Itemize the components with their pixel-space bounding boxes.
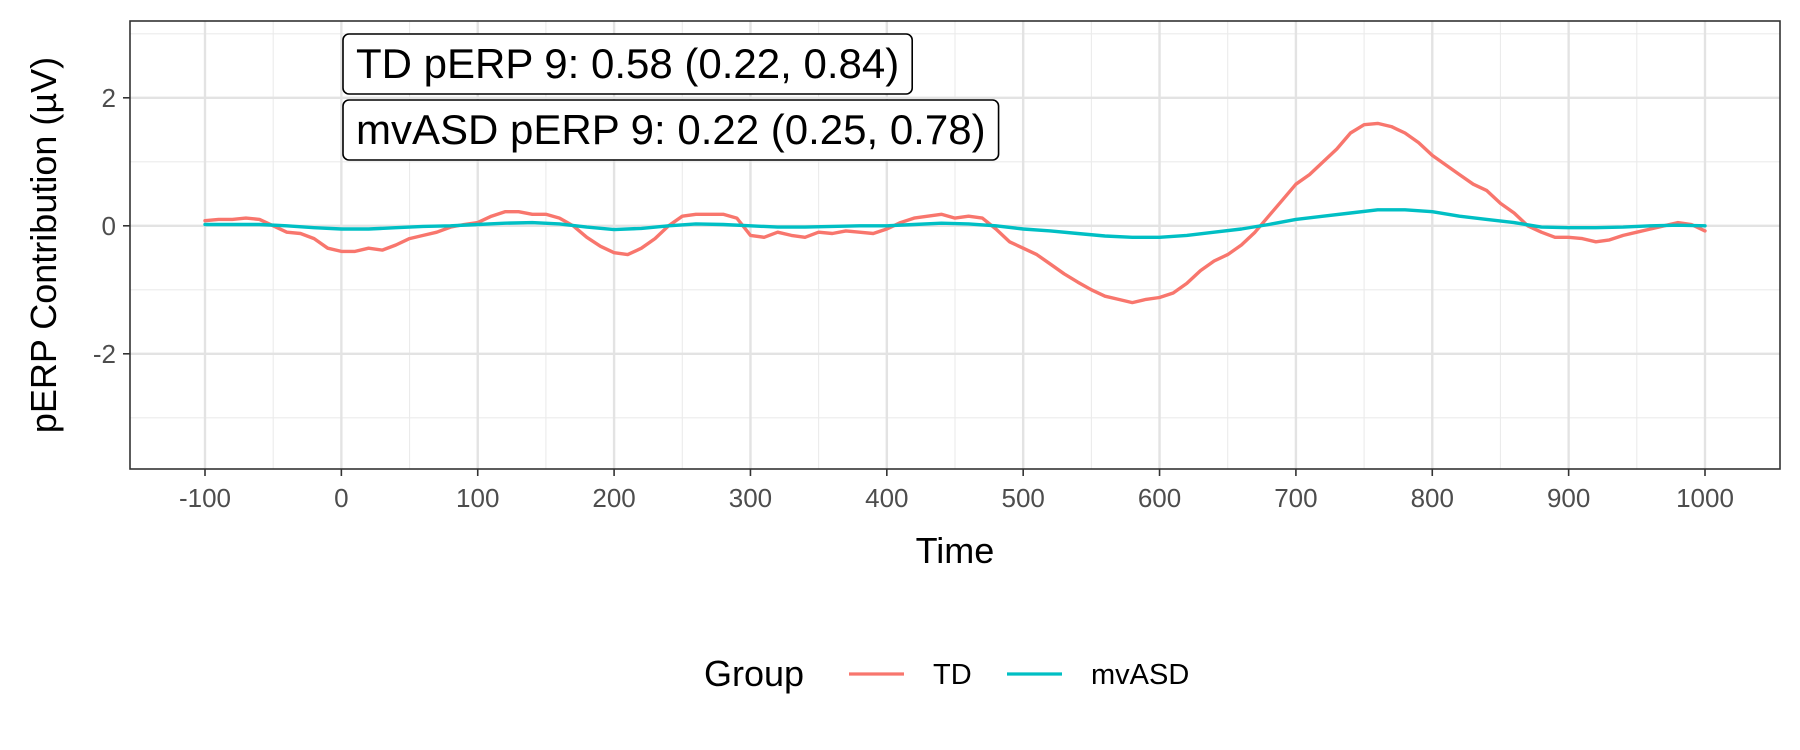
annotation-box <box>342 33 914 95</box>
legend-title: Group <box>704 653 804 694</box>
annotation-box <box>342 99 1000 161</box>
legend: Group TD mvASD <box>704 653 1189 694</box>
annotation-text: TD pERP 9: 0.58 (0.22, 0.84) <box>356 40 899 87</box>
annotation-label: mvASD pERP 9: 0.22 (0.25, 0.78) <box>342 99 1000 161</box>
x-tick-label: 500 <box>1001 483 1044 513</box>
legend-label-td: TD <box>933 659 972 691</box>
x-tick-label: 900 <box>1547 483 1590 513</box>
x-tick-label: -100 <box>179 483 231 513</box>
annotation-labels: TD pERP 9: 0.58 (0.22, 0.84) mvASD pERP 9… <box>342 33 1000 161</box>
y-tick-label: 0 <box>102 211 116 241</box>
y-axis-ticks: -2 0 2 <box>93 83 130 369</box>
annotation-text: mvASD pERP 9: 0.22 (0.25, 0.78) <box>356 106 986 153</box>
x-tick-label: 1000 <box>1676 483 1734 513</box>
y-axis-title: pERP Contribution (µV) <box>23 57 64 433</box>
plot-panel-border <box>129 20 1781 470</box>
series-line-mvasd <box>203 208 1707 240</box>
y-tick-label: 2 <box>102 83 116 113</box>
y-tick-label: -2 <box>93 339 116 369</box>
major-gridlines <box>130 21 1780 469</box>
annotation-label: TD pERP 9: 0.58 (0.22, 0.84) <box>342 33 914 95</box>
x-tick-label: 400 <box>865 483 908 513</box>
x-tick-label: 800 <box>1411 483 1454 513</box>
x-tick-label: 600 <box>1138 483 1181 513</box>
x-axis-title: Time <box>916 530 995 571</box>
minor-gridlines <box>130 21 1780 469</box>
x-tick-label: 100 <box>456 483 499 513</box>
x-tick-label: 0 <box>334 483 348 513</box>
legend-label-mvasd: mvASD <box>1091 659 1189 691</box>
x-tick-label: 300 <box>729 483 772 513</box>
x-tick-label: 200 <box>592 483 635 513</box>
x-axis-ticks: -100 0 100 200 300 400 500 600 700 800 900 1000 <box>179 469 1734 513</box>
series-layer <box>203 121 1707 305</box>
x-tick-label: 700 <box>1274 483 1317 513</box>
